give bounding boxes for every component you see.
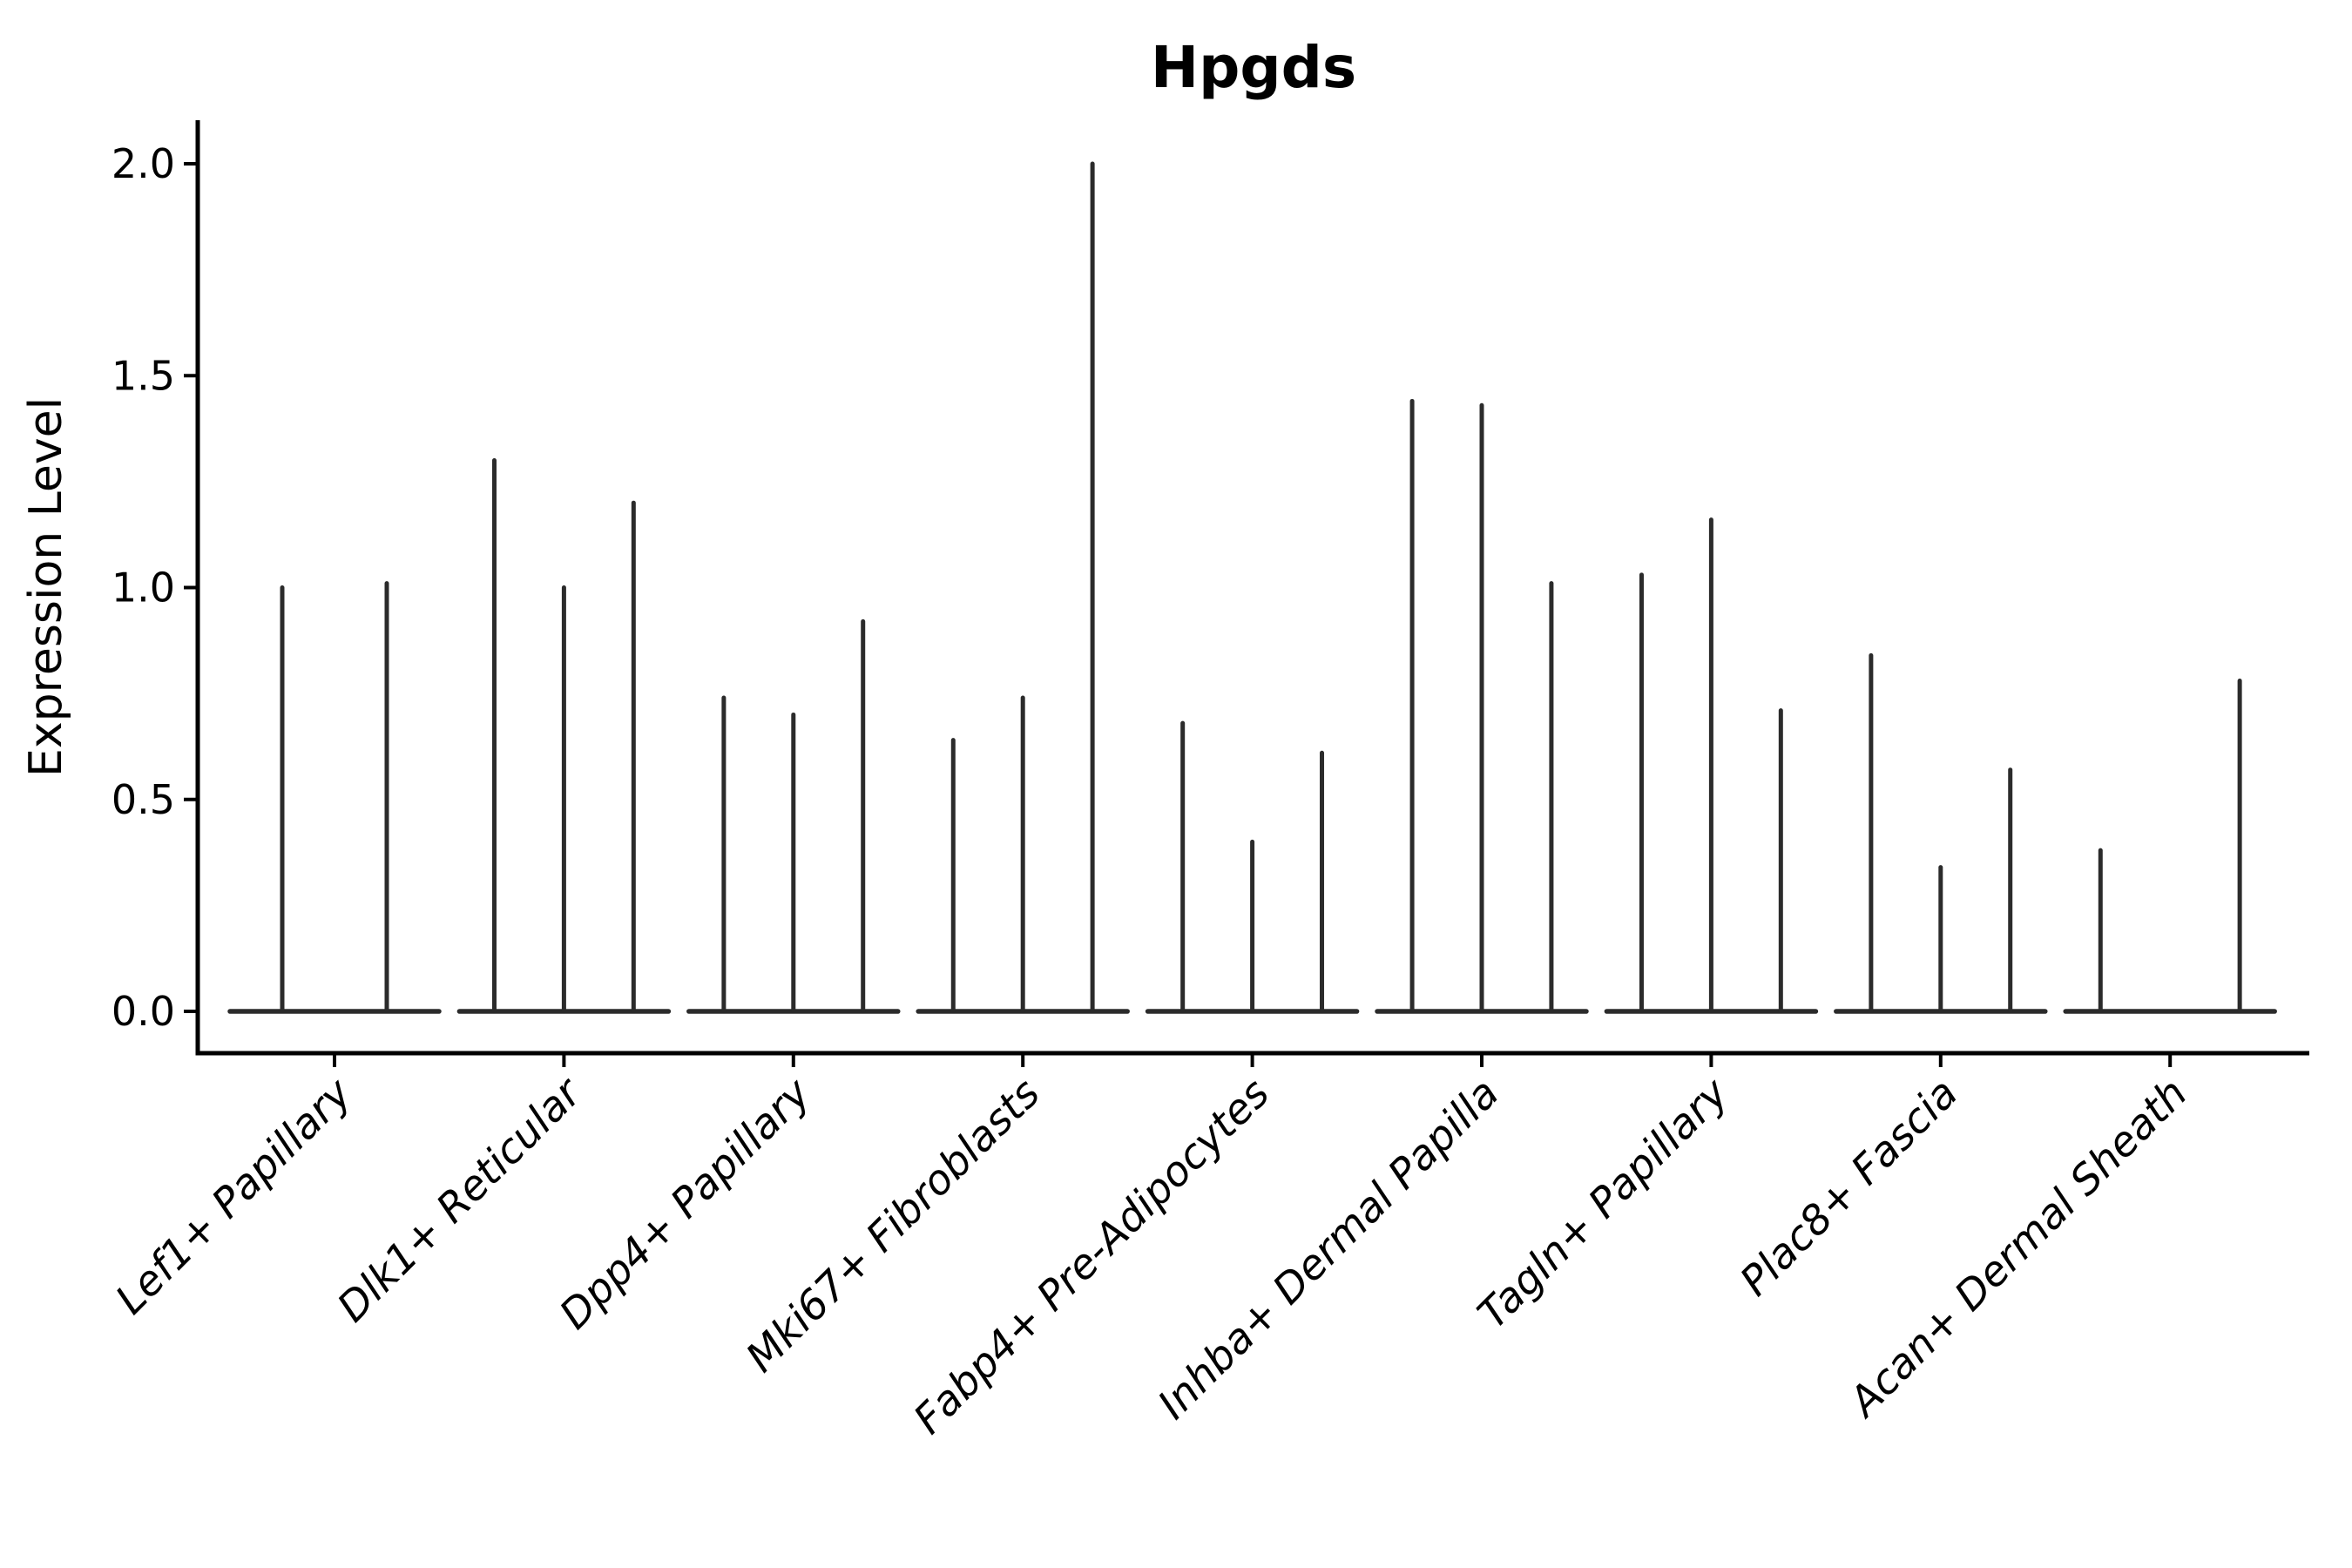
- x-tick-label: Tagln+ Papillary: [1469, 1069, 1739, 1339]
- y-tick-label: 0.0: [112, 988, 175, 1035]
- y-tick-label: 0.5: [112, 776, 175, 823]
- y-tick-label: 2.0: [112, 140, 175, 187]
- y-axis-label: Expression Level: [20, 397, 72, 777]
- x-tick-label: Dpp4+ Papillary: [551, 1069, 821, 1339]
- chart-title: Hpgds: [1151, 34, 1356, 101]
- x-tick-label: Lef1+ Papillary: [106, 1069, 362, 1324]
- violins-layer: [227, 161, 2277, 1014]
- y-tick-label: 1.0: [112, 564, 175, 612]
- x-tick-label: Plac8+ Fascia: [1731, 1070, 1967, 1306]
- x-tick-label: Dlk1+ Reticular: [328, 1068, 592, 1332]
- y-tick-label: 1.5: [112, 352, 175, 399]
